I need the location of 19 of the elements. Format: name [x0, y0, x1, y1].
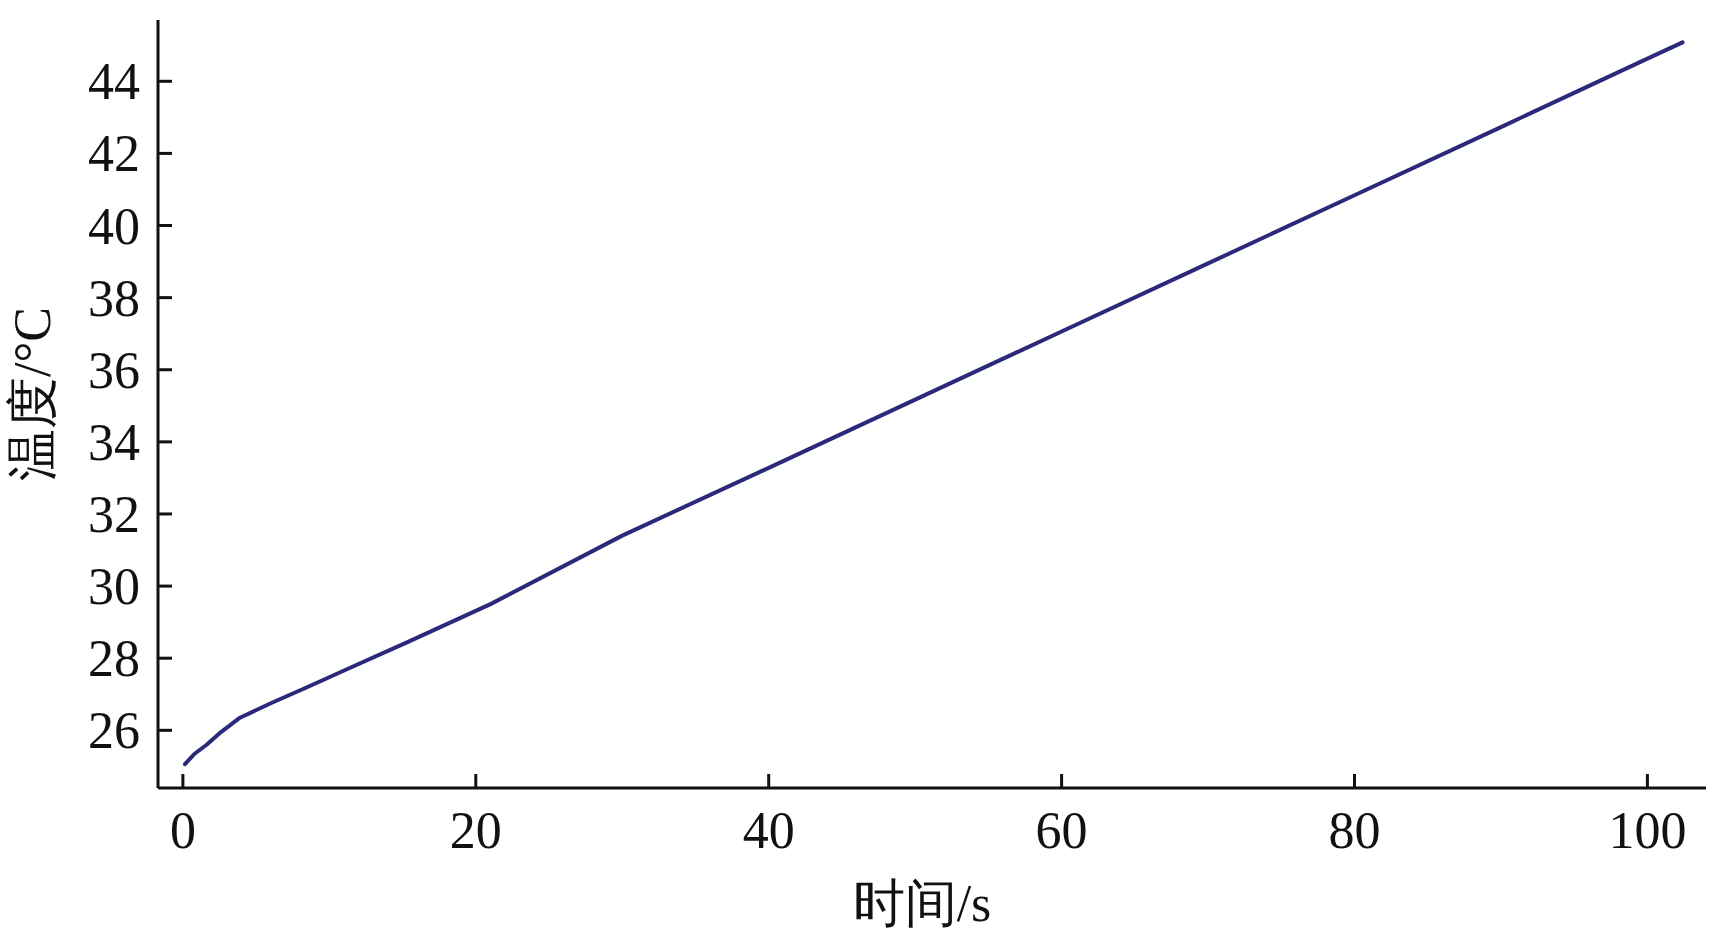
y-tick-label: 40 — [88, 197, 140, 255]
x-tick-label: 100 — [1608, 802, 1687, 859]
y-tick-label: 32 — [88, 485, 140, 543]
y-tick-label: 26 — [88, 702, 140, 760]
y-tick-label: 38 — [88, 269, 140, 327]
y-tick-label: 42 — [88, 125, 140, 183]
x-axis-title: 时间/s — [852, 875, 992, 932]
y-axis-title: 温度/°C — [4, 307, 61, 481]
x-tick-label: 80 — [1328, 802, 1381, 859]
line-series — [182, 40, 1685, 767]
x-tick-label: 40 — [742, 802, 795, 859]
x-tick-label: 20 — [449, 802, 502, 859]
y-tick-label: 30 — [88, 558, 140, 616]
y-tick-label: 36 — [88, 341, 140, 399]
y-tick-label: 44 — [88, 53, 140, 111]
y-tick-label: 34 — [88, 413, 140, 471]
x-tick-label: 0 — [169, 802, 196, 859]
x-tick-label: 60 — [1035, 802, 1088, 859]
y-tick-label: 28 — [88, 630, 140, 688]
